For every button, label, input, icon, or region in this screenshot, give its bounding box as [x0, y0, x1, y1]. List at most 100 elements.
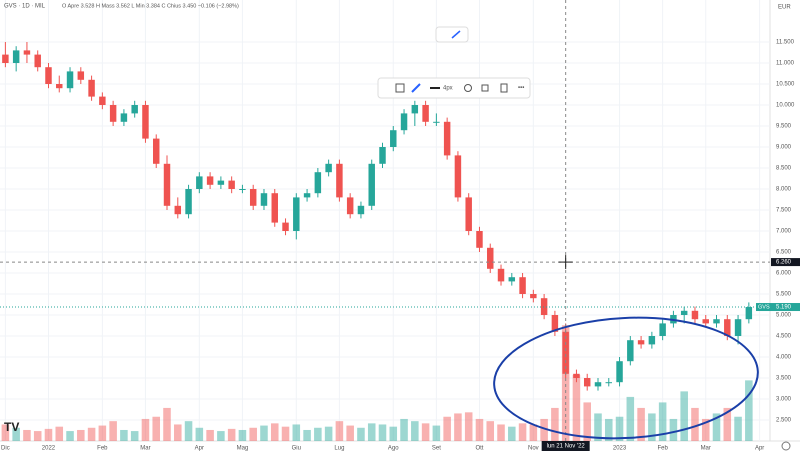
- candle-body: [627, 340, 634, 362]
- volume-bar: [227, 428, 236, 441]
- candle-body: [239, 189, 246, 190]
- toolbar-bg: [377, 77, 531, 99]
- volume-bar: [77, 429, 85, 441]
- y-tick-label: 11.000: [776, 61, 795, 67]
- annotation-ellipse: [493, 316, 759, 440]
- candle-body: [540, 298, 548, 315]
- volume-bar: [346, 425, 354, 441]
- volume-bar: [389, 426, 398, 441]
- volume-bar: [464, 412, 473, 441]
- ticker: GVS · 1D · MIL: [4, 4, 46, 10]
- candle-body: [271, 193, 278, 223]
- volume-bar: [324, 426, 333, 441]
- volume-bar: [669, 418, 678, 441]
- volume-bar: [745, 380, 753, 441]
- volume-bar: [734, 416, 742, 441]
- y-tick-label: 7.000: [776, 229, 792, 235]
- candle-body: [217, 180, 225, 185]
- volume-bar: [44, 428, 53, 441]
- candle-body: [390, 130, 397, 147]
- logo: TV: [4, 420, 19, 434]
- y-tick-label: 3.500: [776, 376, 792, 382]
- line-width[interactable]: 4px: [443, 86, 453, 92]
- candle-body: [422, 105, 429, 122]
- y-tick-label: 3.000: [776, 397, 792, 403]
- candle-body: [411, 105, 419, 114]
- volume-bar: [691, 407, 699, 441]
- candle-body: [583, 378, 591, 387]
- icon[interactable]: [411, 83, 421, 93]
- volume-bar: [400, 418, 408, 441]
- candle-body: [314, 172, 322, 194]
- y-tick-label: 5.500: [776, 292, 792, 298]
- volume-bar: [109, 421, 117, 441]
- x-tick-label: Feb: [657, 446, 668, 452]
- volume-bar: [292, 424, 301, 441]
- y-tick-label: 4.000: [776, 355, 792, 361]
- candle-body: [357, 205, 365, 215]
- candle-body: [23, 50, 31, 55]
- x-tick-label: Set: [432, 446, 441, 452]
- candle-body: [66, 71, 74, 89]
- settings-icon[interactable]: [781, 441, 791, 451]
- candle-body: [77, 71, 85, 80]
- icon[interactable]: [500, 83, 508, 93]
- candle-body: [120, 113, 128, 122]
- candle-body: [336, 163, 343, 198]
- y-tick-label: 9.500: [776, 124, 792, 130]
- volume-bar: [626, 396, 635, 441]
- drawing-toolbar[interactable]: 4px •••: [377, 77, 531, 99]
- volume-bar: [411, 421, 419, 441]
- volume-bar: [615, 416, 624, 441]
- volume-bar: [55, 426, 64, 441]
- last-price-label: 5.190: [776, 305, 792, 311]
- x-tick-label: Mar: [140, 446, 150, 452]
- volume-bar: [604, 418, 613, 441]
- candle-body: [196, 176, 203, 189]
- volume-bar: [658, 402, 667, 441]
- volume-bar: [1, 424, 10, 441]
- volume-bar: [508, 426, 516, 441]
- candle-body: [131, 105, 138, 114]
- candle-body: [443, 121, 451, 156]
- volume-bar: [184, 421, 193, 441]
- candle-body: [88, 79, 95, 97]
- ohlc: O Apre 3.528 H Mass 3.562 L Min 3.384 C …: [62, 3, 239, 9]
- x-tick-label: 2022: [42, 446, 56, 452]
- x-tick-label: Dic: [1, 446, 10, 452]
- candle-body: [260, 193, 268, 206]
- volume-bar: [12, 427, 20, 441]
- candle-body: [530, 294, 537, 299]
- candle-body: [487, 247, 494, 269]
- volume-bar: [443, 416, 451, 441]
- volume-bar: [454, 413, 462, 441]
- y-tick-label: 9.000: [776, 145, 792, 151]
- volume-bar: [723, 407, 732, 441]
- candle-body: [303, 193, 311, 198]
- last-price-name: GVS: [758, 304, 770, 310]
- icon[interactable]: [451, 30, 461, 39]
- y-tick-label: 11.500: [776, 40, 795, 46]
- candle-body: [637, 340, 645, 345]
- icon[interactable]: [481, 84, 489, 92]
- volume-bar: [712, 413, 721, 441]
- candle-body: [34, 54, 41, 68]
- icon[interactable]: [395, 83, 405, 93]
- candle-body: [476, 231, 483, 248]
- x-tick-label: Ago: [388, 446, 399, 452]
- more[interactable]: •••: [518, 86, 524, 92]
- candle-body: [519, 277, 526, 294]
- candle-body: [724, 319, 731, 336]
- candle-body: [400, 113, 408, 131]
- candle-body: [551, 315, 559, 332]
- float-toolbar[interactable]: [435, 26, 469, 43]
- y-tick-label: 8.500: [776, 166, 792, 172]
- x-tick-label: Mar: [701, 446, 711, 452]
- x-tick-label: Mag: [237, 446, 249, 452]
- icon[interactable]: [464, 84, 472, 92]
- candle-body: [745, 307, 753, 320]
- volume-bar: [518, 423, 527, 441]
- candle-body: [454, 155, 462, 198]
